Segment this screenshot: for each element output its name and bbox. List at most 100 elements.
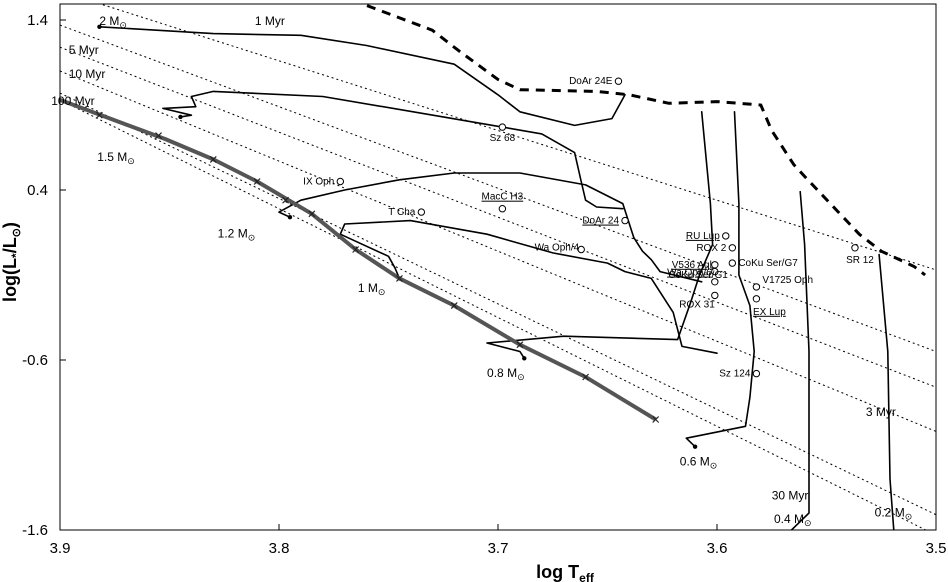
age-label-2: 10 Myr — [69, 67, 106, 81]
mass-track-3 — [339, 219, 718, 354]
isochrone-2 — [60, 46, 936, 388]
x-tick-label-4: 3.5 — [926, 540, 947, 557]
star-marker-9 — [711, 261, 719, 269]
star-label-5: DoAr 24 — [582, 216, 619, 227]
mass-label-sun-4: ⊙ — [517, 372, 525, 382]
zams-tick-9 — [516, 341, 524, 349]
mass-label-sun-7: ⊙ — [905, 511, 913, 521]
star-marker-0 — [614, 77, 623, 85]
birthline — [358, 4, 927, 277]
curve-labels: 2 M⊙1.5 M⊙1.2 M⊙1 M⊙0.8 M⊙0.6 M⊙0.4 M⊙0.… — [51, 14, 912, 528]
star-marker-8 — [728, 244, 737, 252]
mass-label-value-7: 0.2 M — [875, 505, 905, 519]
mass-label-sun-1: ⊙ — [127, 156, 135, 166]
star-label-16: SR 12 — [846, 255, 874, 266]
y-axis-title-main: log(L — [0, 258, 20, 302]
mass-label-5: 0.6 M⊙ — [680, 454, 718, 470]
isochrone-4 — [60, 92, 936, 516]
mass-label-6: 0.4 M⊙ — [774, 512, 812, 528]
zams-tick-7 — [396, 274, 403, 282]
track-endpoint-2 — [287, 215, 293, 220]
zams-tick-0 — [95, 111, 103, 119]
age-label-3: 100 Myr — [51, 94, 94, 108]
star-marker-5 — [621, 216, 629, 225]
star-label-1: Sz 68 — [490, 133, 516, 144]
mass-label-3: 1 M⊙ — [358, 281, 386, 297]
y-axis-title-mid: /L — [0, 237, 20, 253]
isochrone-5 — [60, 99, 927, 530]
mass-label-sun-3: ⊙ — [378, 287, 386, 297]
track-endpoint-1 — [178, 114, 183, 120]
star-label-17: Sz 124 — [719, 369, 751, 380]
y-axis-title-end: ) — [0, 222, 20, 228]
zams-tick-11 — [652, 416, 660, 423]
star-marker-1 — [498, 123, 507, 131]
age-label-5: 30 Myr — [772, 488, 809, 502]
mass-label-value-6: 0.4 M — [774, 512, 804, 526]
mass-label-4: 0.8 M⊙ — [487, 366, 525, 382]
x-tick-label-3: 3.6 — [707, 540, 728, 557]
y-tick-label-3: -1.6 — [22, 522, 48, 539]
star-label-7: RU Lup — [686, 231, 720, 242]
mass-tracks — [97, 24, 895, 530]
star-marker-17 — [752, 369, 761, 378]
star-label-3: MacC H3 — [482, 192, 524, 203]
star-label-9: V536 Aql — [672, 260, 712, 271]
mass-label-value-0: 2 M — [99, 14, 119, 28]
star-label-11: Wa Oph/6 — [667, 268, 712, 279]
track-endpoint-0 — [97, 24, 102, 29]
star-label-10: CoKu Ser/G7 — [738, 258, 798, 269]
mass-label-7: 0.2 M⊙ — [875, 505, 913, 521]
star-marker-12 — [752, 283, 761, 291]
mass-label-value-1: 1.5 M — [97, 150, 127, 164]
star-label-8: ROX 2 — [696, 243, 726, 254]
zams-tick-4 — [282, 196, 289, 204]
mass-label-2: 1.2 M⊙ — [218, 227, 256, 243]
y-axis-title-sub: * — [9, 253, 23, 258]
mass-track-6 — [790, 190, 810, 530]
isochrones — [60, 4, 936, 530]
mass-track-7 — [878, 253, 895, 530]
birthline-path — [358, 4, 927, 277]
zams-tick-8 — [450, 302, 458, 310]
mass-label-1: 1.5 M⊙ — [97, 150, 135, 166]
star-marker-10 — [728, 259, 737, 267]
x-axis-title-sub: eff — [579, 571, 595, 582]
stars: DoAr 24E Sz 68 IX Oph MacC H3 T Cha DoAr 24 Wa… — [303, 76, 874, 379]
x-tick-label-0: 3.9 — [50, 540, 71, 557]
y-axis-title-sub2: ⊙ — [11, 228, 23, 237]
age-label-0: 1 Myr — [255, 14, 285, 28]
star-label-6: Wa Oph/4 — [535, 243, 580, 254]
star-label-4: T Cha — [388, 207, 415, 218]
zams-tick-10 — [582, 373, 590, 381]
star-label-13: CoKu Ser/G1 — [668, 270, 728, 281]
star-label-0: DoAr 24E — [569, 76, 613, 87]
mass-label-value-4: 0.8 M — [487, 366, 517, 380]
star-label-2: IX Oph — [303, 177, 334, 188]
x-axis-title: log Teff — [536, 562, 595, 582]
star-marker-14 — [711, 291, 719, 300]
star-marker-7 — [722, 232, 730, 240]
y-tick-label-1: 0.4 — [27, 182, 48, 199]
star-marker-3 — [498, 205, 507, 213]
axes: 3.9 3.8 3.7 3.6 3.5 1.4 0.4 -0.6 -1.6 — [22, 12, 946, 557]
y-tick-label-2: -0.6 — [22, 352, 48, 369]
zams-tick-2 — [209, 155, 217, 163]
mass-track-5 — [685, 111, 755, 448]
star-marker-2 — [336, 177, 345, 186]
track-endpoint-4 — [522, 356, 527, 361]
mass-track-2 — [278, 172, 703, 283]
mass-track-1 — [162, 90, 624, 210]
y-axis-title: log(L*/L⊙) — [0, 222, 23, 302]
mass-label-sun-6: ⊙ — [804, 518, 812, 528]
x-axis-title-main: log T — [536, 562, 579, 582]
star-marker-11 — [711, 267, 719, 276]
mass-label-sun-5: ⊙ — [710, 460, 718, 470]
zams-tick-1 — [155, 132, 162, 140]
mass-track-0 — [98, 26, 626, 127]
star-label-14: ROX 31 — [679, 299, 715, 310]
mass-label-value-3: 1 M — [358, 281, 378, 295]
mass-label-0: 2 M⊙ — [99, 14, 127, 30]
zams-tick-6 — [352, 246, 360, 253]
